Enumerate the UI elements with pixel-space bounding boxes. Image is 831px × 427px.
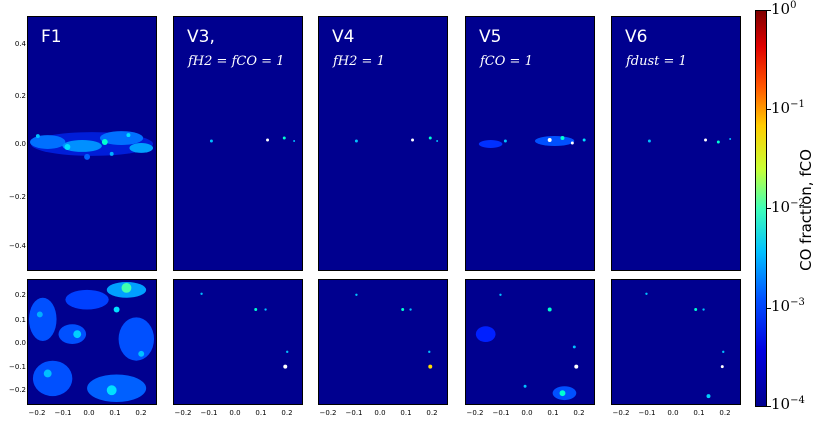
colorbar-tick-label: 100 bbox=[771, 0, 797, 18]
xtick: 0.1 bbox=[255, 409, 267, 417]
colorbar-tick-mark bbox=[767, 109, 771, 110]
ytick-bottom-2: 0.0 bbox=[14, 339, 26, 347]
panel-top-V6: V6 fdust = 1 bbox=[611, 16, 741, 271]
panel-bottom-V6 bbox=[611, 279, 741, 405]
xtick: 0.0 bbox=[83, 409, 95, 417]
co-emission-band bbox=[29, 131, 154, 160]
xtick: 0.1 bbox=[693, 409, 705, 417]
heatmap-bottom-V6 bbox=[645, 292, 725, 399]
panel-subtitle-V3: fH2 = fCO = 1 bbox=[188, 54, 285, 69]
panel-label-F1: F1 bbox=[41, 27, 62, 47]
colorbar-tick-mark bbox=[767, 308, 771, 309]
ytick-top-2: 0.0 bbox=[14, 140, 26, 148]
heatmap-bottom-V3 bbox=[200, 292, 289, 369]
xtick: −0.2 bbox=[466, 409, 484, 417]
xtick: −0.1 bbox=[200, 409, 218, 417]
ytick-bottom-1: 0.1 bbox=[14, 316, 26, 324]
colorbar bbox=[755, 10, 767, 407]
heatmap-top-F1 bbox=[29, 131, 154, 160]
xtick: −0.2 bbox=[319, 409, 337, 417]
xtick: −0.1 bbox=[638, 409, 656, 417]
panel-subtitle-V6: fdust = 1 bbox=[626, 54, 687, 69]
panel-bottom-V3 bbox=[173, 279, 303, 405]
colorbar-tick-mark bbox=[767, 10, 771, 11]
ytick-top-0: 0.4 bbox=[14, 40, 26, 48]
panel-label-V5: V5 bbox=[479, 27, 502, 47]
panel-top-V3: V3, fH2 = fCO = 1 bbox=[173, 16, 303, 271]
ytick-top-1: 0.2 bbox=[14, 92, 26, 100]
xtick: 0.1 bbox=[109, 409, 121, 417]
heatmap-top-V6 bbox=[647, 138, 732, 144]
xticks-F1: −0.2 −0.1 0.0 0.1 0.2 bbox=[27, 409, 157, 419]
ytick-bottom-3: −0.1 bbox=[9, 363, 26, 371]
heatmap-bottom-V5 bbox=[475, 293, 579, 401]
colorbar-tick-label: 10−1 bbox=[771, 99, 805, 117]
xticks-V6: −0.2 −0.1 0.0 0.1 0.2 bbox=[611, 409, 741, 419]
xticks-V4: −0.2 −0.1 0.0 0.1 0.2 bbox=[318, 409, 448, 419]
xtick: 0.1 bbox=[400, 409, 412, 417]
heatmap-top-V3 bbox=[209, 136, 296, 143]
panel-top-F1: F1 bbox=[27, 16, 157, 271]
colorbar-tick-label: 10−2 bbox=[771, 198, 805, 216]
xtick: 0.0 bbox=[229, 409, 241, 417]
panel-label-V6: V6 bbox=[625, 27, 648, 47]
panel-top-V4: V4 fH2 = 1 bbox=[318, 16, 448, 271]
xtick: 0.2 bbox=[426, 409, 438, 417]
xtick: 0.2 bbox=[719, 409, 731, 417]
xtick: 0.1 bbox=[547, 409, 559, 417]
xtick: −0.1 bbox=[345, 409, 363, 417]
panel-bottom-V4 bbox=[318, 279, 448, 405]
xtick: −0.1 bbox=[492, 409, 510, 417]
panel-subtitle-V4: fH2 = 1 bbox=[333, 54, 385, 69]
xtick: −0.2 bbox=[612, 409, 630, 417]
panel-top-V5: V5 fCO = 1 bbox=[465, 16, 595, 271]
colorbar-tick-label: 10−4 bbox=[771, 395, 805, 413]
co-emission-web bbox=[28, 281, 155, 403]
xtick: 0.0 bbox=[521, 409, 533, 417]
colorbar-tick-mark bbox=[767, 406, 771, 407]
ytick-bottom-0: 0.2 bbox=[14, 291, 26, 299]
panel-label-V3: V3, bbox=[187, 27, 215, 47]
ytick-bottom-4: −0.2 bbox=[9, 386, 26, 394]
panel-subtitle-V5: fCO = 1 bbox=[480, 54, 533, 69]
xtick: 0.0 bbox=[667, 409, 679, 417]
xtick: −0.1 bbox=[54, 409, 72, 417]
heatmap-top-V4 bbox=[354, 136, 439, 143]
xtick: −0.2 bbox=[174, 409, 192, 417]
xticks-V5: −0.2 −0.1 0.0 0.1 0.2 bbox=[465, 409, 595, 419]
colorbar-tick-label: 10−3 bbox=[771, 297, 805, 315]
panel-label-V4: V4 bbox=[332, 27, 355, 47]
panel-bottom-V5 bbox=[465, 279, 595, 405]
xtick: 0.2 bbox=[281, 409, 293, 417]
panel-bottom-F1 bbox=[27, 279, 157, 405]
ytick-top-4: −0.4 bbox=[9, 242, 26, 250]
xticks-V3: −0.2 −0.1 0.0 0.1 0.2 bbox=[173, 409, 303, 419]
xtick: 0.0 bbox=[374, 409, 386, 417]
heatmap-bottom-V4 bbox=[355, 293, 433, 369]
heatmap-bottom-F1 bbox=[28, 281, 155, 403]
heatmap-top-V5 bbox=[478, 136, 586, 148]
xtick: 0.2 bbox=[573, 409, 585, 417]
colorbar-tick-mark bbox=[767, 208, 771, 209]
colorbar-label: CO fraction, fCO bbox=[797, 149, 815, 271]
xtick: −0.2 bbox=[28, 409, 46, 417]
xtick: 0.2 bbox=[135, 409, 147, 417]
ytick-top-3: −0.2 bbox=[9, 193, 26, 201]
